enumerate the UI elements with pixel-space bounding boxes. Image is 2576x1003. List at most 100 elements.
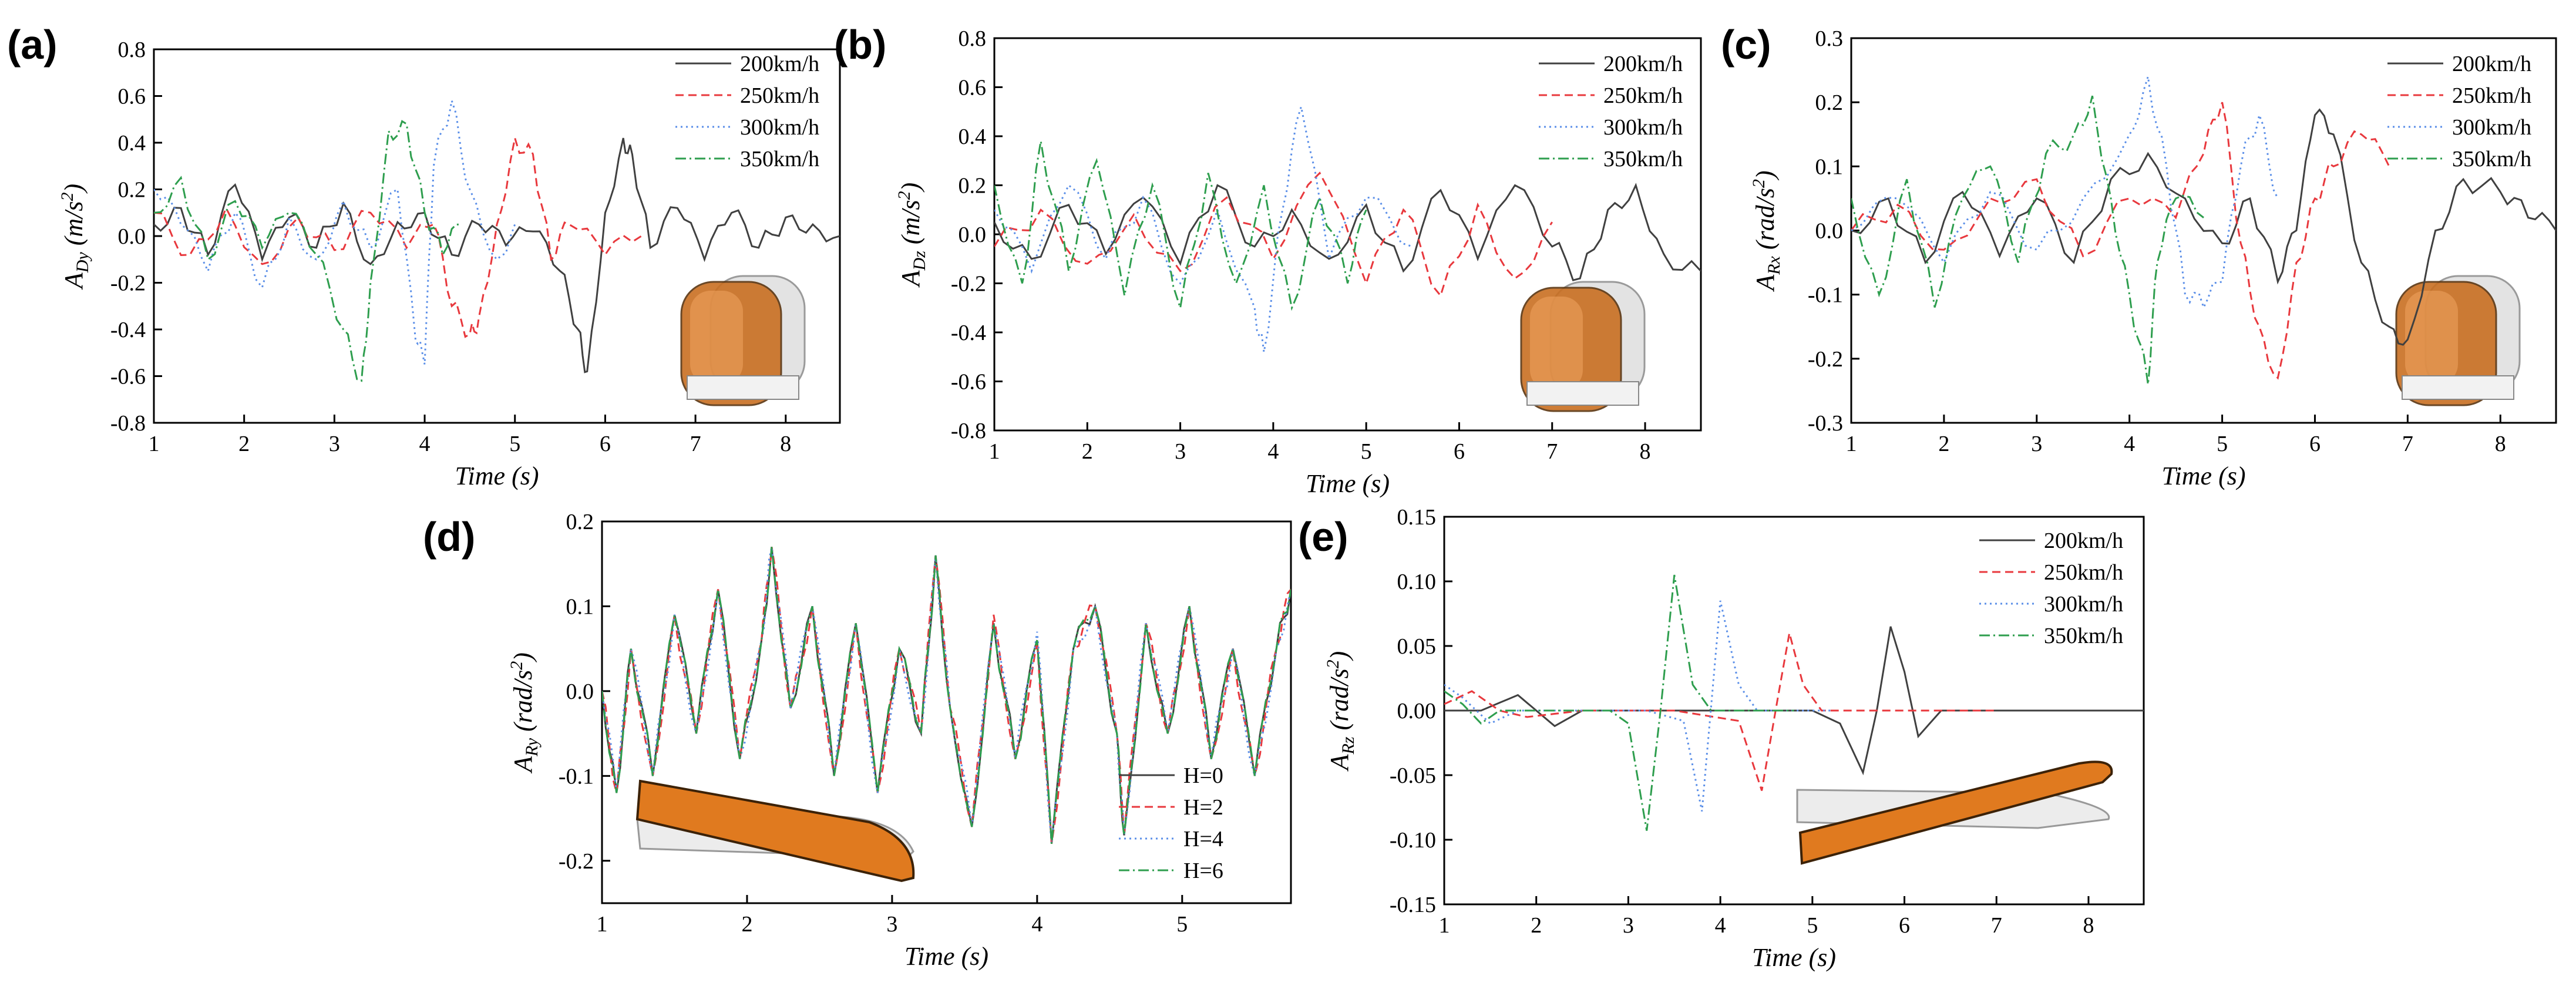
y-tick-label: 0.6 [959, 76, 987, 100]
x-axis-label: Time (s) [1306, 469, 1390, 498]
x-tick-label: 8 [1640, 439, 1651, 464]
x-tick-label: 1 [149, 432, 160, 456]
x-axis-label: Time (s) [904, 942, 988, 971]
panel-tag: (d) [423, 514, 475, 560]
x-tick-label: 2 [741, 912, 752, 937]
y-tick-label: 0.0 [118, 224, 146, 249]
legend: H=0 H=2 H=4 H=6 [1119, 763, 1223, 883]
x-tick-label: 8 [780, 432, 791, 456]
series-line-250kmh [154, 137, 642, 338]
legend-label: 250km/h [2044, 560, 2123, 585]
y-tick-label: 0.00 [1397, 699, 1437, 723]
y-tick-label: -0.2 [1808, 347, 1843, 372]
legend-label: 200km/h [2044, 529, 2123, 553]
y-tick-label: -0.2 [110, 271, 146, 296]
x-tick-label: 5 [1361, 439, 1372, 464]
x-tick-label: 2 [1938, 432, 1949, 456]
y-tick-label: 0.3 [1815, 26, 1844, 51]
legend-label: H=4 [1183, 827, 1223, 851]
panel-tag: (e) [1298, 514, 1348, 560]
panel-b: (b) -0.8 -0.6 -0.4 -0.2 0.0 0.2 0.4 0.6 0.8 1 2 3 4 5 6… [834, 22, 1702, 498]
panel-c: (c) -0.3 -0.2 -0.1 0.0 0.1 0.2 0.3 1 2 3 4 5 6 7 8 Time … [1721, 22, 2557, 490]
y-tick-label: 0.6 [118, 85, 146, 109]
x-tick-label: 3 [2031, 432, 2042, 456]
x-tick-label: 4 [1715, 913, 1726, 938]
y-tick-label: -0.3 [1808, 411, 1843, 436]
y-tick-label: 0.2 [566, 510, 594, 534]
x-tick-label: 1 [989, 439, 1000, 464]
legend-label: 250km/h [1603, 83, 1683, 108]
x-tick-label: 8 [2495, 432, 2506, 456]
panel-d: (d) -0.2 -0.1 0.0 0.1 0.2 1 2 3 4 5 Time (s) ARy (ra… [423, 510, 1292, 971]
x-tick-label: 3 [1175, 439, 1186, 464]
y-axis-label: ARx (rad/s2) [1749, 170, 1784, 292]
legend-label: 200km/h [1603, 52, 1683, 76]
x-tick-label: 3 [886, 912, 897, 937]
legend-label: 300km/h [2044, 592, 2123, 617]
train-side-pitch-icon [635, 779, 915, 883]
y-tick-label: 0.4 [959, 124, 987, 149]
series-line-350kmh [154, 120, 461, 382]
x-tick-label: 2 [238, 432, 250, 456]
y-tick-label: -0.05 [1390, 763, 1436, 788]
x-tick-label: 2 [1531, 913, 1542, 938]
x-tick-label: 1 [597, 912, 608, 937]
x-tick-label: 5 [1807, 913, 1818, 938]
y-tick-label: -0.10 [1390, 828, 1436, 853]
x-tick-label: 7 [1546, 439, 1558, 464]
x-tick-label: 4 [1267, 439, 1279, 464]
y-tick-label: -0.6 [110, 365, 146, 389]
series-line-250kmh [994, 171, 1553, 298]
x-tick-label: 5 [1176, 912, 1188, 937]
x-tick-label: 4 [2124, 432, 2135, 456]
x-tick-label: 7 [2402, 432, 2413, 456]
y-tick-label: -0.4 [951, 321, 986, 345]
panel-a: (a) -0.8 -0.6 -0.4 -0.2 0.0 0.2 0.4 0.6 0.8 1 2 3 4 5 6… [7, 22, 841, 490]
x-tick-label: 4 [1031, 912, 1042, 937]
legend-label: 350km/h [2044, 624, 2123, 648]
legend-label: 300km/h [1603, 115, 1683, 140]
series-line-200kmh [1851, 108, 2556, 346]
y-axis-label: ADy (m/s2) [58, 184, 92, 290]
y-tick-label: 0.15 [1397, 505, 1437, 530]
y-tick-label: 0.8 [959, 26, 987, 51]
x-tick-label: 1 [1846, 432, 1857, 456]
legend-label: H=2 [1183, 795, 1223, 820]
y-tick-label: -0.8 [110, 411, 146, 436]
y-axis-label: ADz (m/s2) [894, 183, 929, 288]
series-line-300kmh [994, 106, 1413, 352]
x-tick-label: 2 [1082, 439, 1093, 464]
series-line-250kmh [1851, 102, 2390, 380]
y-tick-label: 0.2 [118, 178, 146, 203]
y-tick-label: -0.4 [110, 318, 146, 342]
series-line-250kmh [1444, 632, 1997, 791]
x-tick-label: 7 [690, 432, 701, 456]
series-line-200kmh [154, 137, 840, 373]
x-tick-label: 8 [2083, 913, 2094, 938]
y-tick-label: 0.2 [959, 174, 987, 198]
legend-label: H=6 [1183, 859, 1223, 883]
legend: 200km/h 250km/h 300km/h 350km/h [2387, 52, 2531, 171]
y-tick-label: 0.1 [566, 594, 594, 619]
x-tick-label: 7 [1991, 913, 2002, 938]
y-tick-label: -0.6 [951, 370, 986, 395]
y-tick-label: 0.1 [1815, 154, 1844, 179]
panel-tag: (a) [7, 22, 58, 68]
y-tick-label: -0.1 [559, 764, 594, 789]
x-axis-label: Time (s) [2162, 462, 2246, 490]
legend-label: 250km/h [2452, 83, 2531, 108]
legend: 200km/h 250km/h 300km/h 350km/h [1979, 529, 2123, 648]
legend-label: 350km/h [740, 147, 819, 171]
x-tick-label: 6 [1454, 439, 1465, 464]
y-tick-label: 0.8 [118, 38, 146, 62]
panel-tag: (b) [834, 22, 886, 68]
y-tick-label: 0.0 [566, 679, 594, 704]
x-tick-label: 3 [1623, 913, 1634, 938]
panel-e: (e) -0.15 -0.10 -0.05 0.00 0.05 0.10 0.15 1 2 3 4 5 6… [1298, 505, 2145, 972]
y-tick-label: 0.0 [1815, 219, 1844, 244]
series-line-350kmh [994, 141, 1367, 311]
train-front-roll-icon [2395, 275, 2521, 406]
legend-label: 350km/h [2452, 147, 2531, 171]
series-line-h6 [602, 547, 1291, 844]
